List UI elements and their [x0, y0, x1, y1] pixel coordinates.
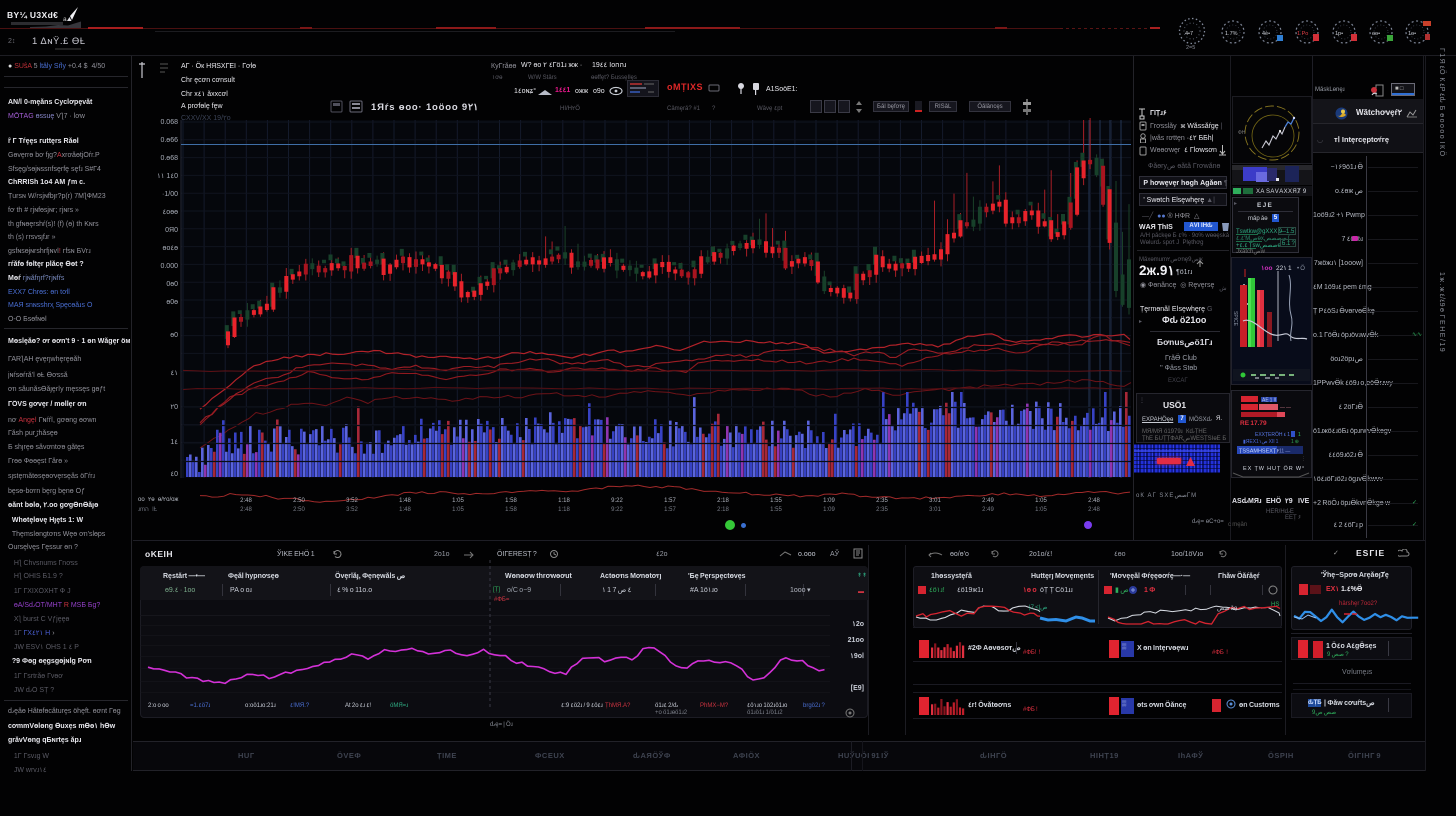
svg-text:1: 1	[1298, 432, 1301, 438]
svg-text:ȚSSАMНЅЕΧȚ۶: ȚSSАMНЅЕΧȚ۶	[1239, 449, 1279, 455]
svg-text:11 —: 11 —	[1279, 449, 1290, 455]
svg-text:өө•: өө•	[1372, 31, 1380, 37]
svg-text:▮ЯЕΧص1۱ ΧІІ 1: ▮ЯЕΧص1۱ ΧІІ 1	[1243, 439, 1279, 445]
svg-text:1.7%: 1.7%	[1225, 31, 1238, 37]
svg-text:4•7: 4•7	[1185, 31, 1193, 37]
svg-text:• Ӧ: • Ӧ	[1297, 265, 1305, 272]
svg-text:1р•: 1р•	[1335, 31, 1343, 37]
svg-text:1 ⊕: 1 ⊕	[1291, 439, 1299, 445]
svg-text:2=5: 2=5	[1186, 45, 1195, 51]
svg-text:ЕΧΧȚЕRӦН ٤ 1: ЕΧΧȚЕRӦН ٤ 1	[1255, 431, 1290, 438]
svg-text:⋮: ⋮	[1301, 456, 1306, 462]
svg-text:АЕ 1 ІІ: АЕ 1 ІІ	[1262, 398, 1276, 404]
svg-text:1ө•: 1ө•	[1408, 31, 1416, 37]
svg-text:۱оо: ۱оо	[1261, 265, 1272, 272]
svg-text:a: a	[63, 16, 67, 23]
svg-text:1 Pо: 1 Pо	[1297, 31, 1308, 37]
svg-text:SPІCЕ: SPІCЕ	[1232, 311, 1238, 327]
svg-text:RЕ 17.79: RЕ 17.79	[1240, 420, 1267, 427]
svg-text:ЕΧ ȚW НUȚ ӦR W°: ЕΧ ȚW НUȚ ӦR W°	[1243, 465, 1305, 472]
svg-text:4ѐ•: 4ѐ•	[1262, 30, 1270, 37]
svg-text:ФН: ФН	[1238, 130, 1246, 136]
svg-text:— —: — —	[1280, 405, 1291, 411]
svg-text:22۱ 1: 22۱ 1	[1276, 265, 1292, 272]
